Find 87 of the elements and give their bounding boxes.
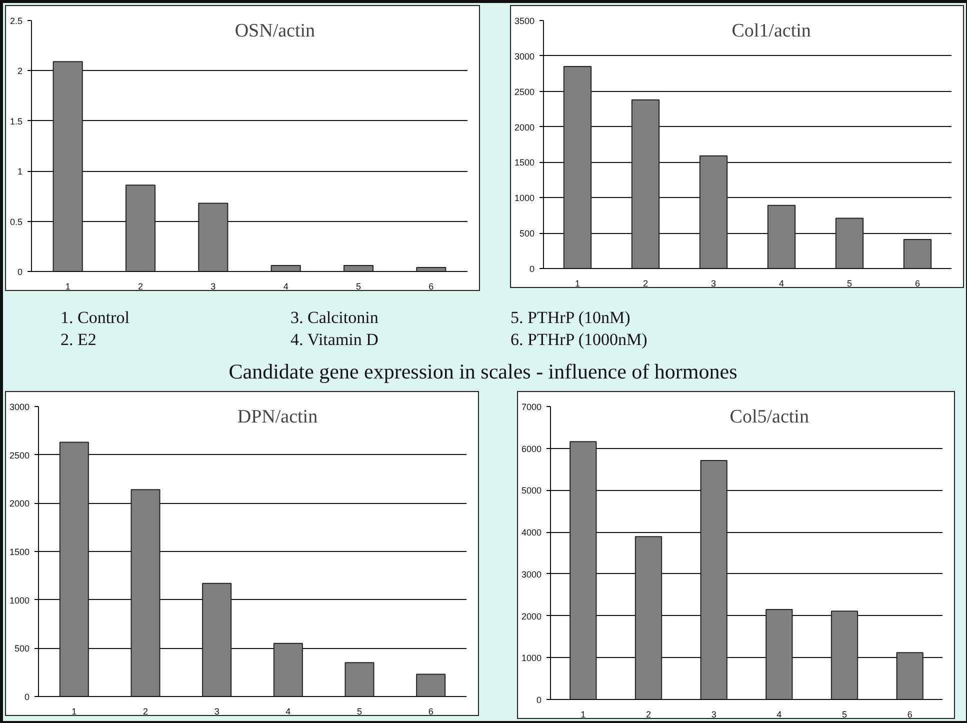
x-tick-label: 2 xyxy=(646,710,652,720)
bar xyxy=(699,155,728,268)
y-tick-label: 500 xyxy=(519,228,535,239)
chart-title: OSN/actin xyxy=(234,20,316,42)
bar xyxy=(198,202,228,272)
y-tick-label: 2 xyxy=(17,66,23,76)
x-tick-label: 6 xyxy=(914,278,920,288)
bar xyxy=(416,674,446,696)
x-tick-label: 3 xyxy=(711,710,716,720)
y-tick-label: 2500 xyxy=(514,86,535,97)
x-tick-label: 3 xyxy=(710,278,716,288)
bar xyxy=(563,66,592,268)
bar xyxy=(570,441,597,700)
y-tick-label: 1000 xyxy=(9,595,30,606)
text: 2. E2 xyxy=(60,330,96,349)
y-tick-label: 3000 xyxy=(521,569,542,580)
y-tick-label: 0 xyxy=(24,692,30,702)
y-tick-label: 0 xyxy=(536,695,542,705)
x-tick-label: 1 xyxy=(574,278,580,288)
y-tick-label: 1 xyxy=(17,166,23,177)
bar xyxy=(59,442,89,696)
y-tick-label: 1500 xyxy=(9,547,30,557)
y-tick-label: 500 xyxy=(14,644,30,654)
bar xyxy=(202,582,232,696)
x-tick-label: 5 xyxy=(356,706,362,716)
y-tick-label: 0.5 xyxy=(10,216,23,227)
y-tick-label: 0 xyxy=(17,267,23,277)
y-tick-label: 1.5 xyxy=(10,116,23,126)
y-tick-label: 0 xyxy=(529,264,535,274)
x-tick-label: 5 xyxy=(842,710,848,720)
bar xyxy=(631,99,660,268)
chart-title: Col5/actin xyxy=(730,406,810,428)
y-tick-label: 2000 xyxy=(9,498,30,509)
chart-title: DPN/actin xyxy=(237,406,318,428)
y-tick-label: 4000 xyxy=(521,528,542,538)
bar xyxy=(700,460,728,700)
bar xyxy=(835,218,864,268)
bar xyxy=(634,536,662,700)
x-tick-label: 6 xyxy=(428,282,434,292)
text: 4. Vitamin D xyxy=(290,330,378,349)
bar xyxy=(52,61,83,272)
x-tick-label: 5 xyxy=(846,278,852,288)
bar xyxy=(903,238,932,268)
bar xyxy=(125,184,156,272)
x-tick-label: 2 xyxy=(642,278,648,288)
x-tick-label: 4 xyxy=(283,282,288,292)
y-tick-label: 3000 xyxy=(9,402,30,412)
x-tick-label: 4 xyxy=(286,706,291,716)
y-tick-label: 2500 xyxy=(9,450,30,460)
y-tick-label: 1500 xyxy=(514,158,535,168)
bar xyxy=(344,662,374,696)
x-tick-label: 1 xyxy=(580,710,586,720)
bar xyxy=(130,489,160,696)
y-tick-label: 5000 xyxy=(521,486,542,496)
y-tick-label: 1000 xyxy=(521,653,542,664)
text: Candidate gene expression in scales - influence of hormones xyxy=(228,360,738,384)
bar xyxy=(767,204,796,268)
text: 6. PTHrP (1000nM) xyxy=(510,330,648,349)
x-tick-label: 2 xyxy=(138,282,144,292)
x-tick-label: 4 xyxy=(778,278,784,288)
x-tick-label: 5 xyxy=(356,282,362,292)
y-tick-label: 2000 xyxy=(514,122,535,132)
x-tick-label: 6 xyxy=(428,706,434,716)
x-tick-label: 3 xyxy=(210,282,216,292)
bar xyxy=(273,642,303,696)
y-tick-label: 7000 xyxy=(521,402,542,412)
y-tick-label: 1000 xyxy=(514,193,535,204)
x-tick-label: 2 xyxy=(142,706,148,716)
text: 1. Control xyxy=(60,308,130,327)
x-tick-label: 1 xyxy=(72,706,77,716)
bar xyxy=(830,610,858,700)
y-tick-label: 3500 xyxy=(514,16,535,26)
y-tick-label: 2000 xyxy=(521,611,542,622)
x-tick-label: 6 xyxy=(907,710,912,720)
bar xyxy=(896,652,924,700)
bar xyxy=(343,264,374,272)
y-tick-label: 3000 xyxy=(514,51,535,62)
y-tick-label: 6000 xyxy=(521,444,542,454)
text: 5. PTHrP (10nM) xyxy=(510,308,630,327)
bar xyxy=(270,264,301,272)
y-tick-label: 2.5 xyxy=(10,16,23,26)
chart-title: Col1/actin xyxy=(732,20,812,42)
bar xyxy=(766,609,793,700)
text: 3. Calcitonin xyxy=(290,308,379,327)
x-tick-label: 4 xyxy=(776,710,782,720)
x-tick-label: 1 xyxy=(65,282,70,292)
x-tick-label: 3 xyxy=(214,706,220,716)
